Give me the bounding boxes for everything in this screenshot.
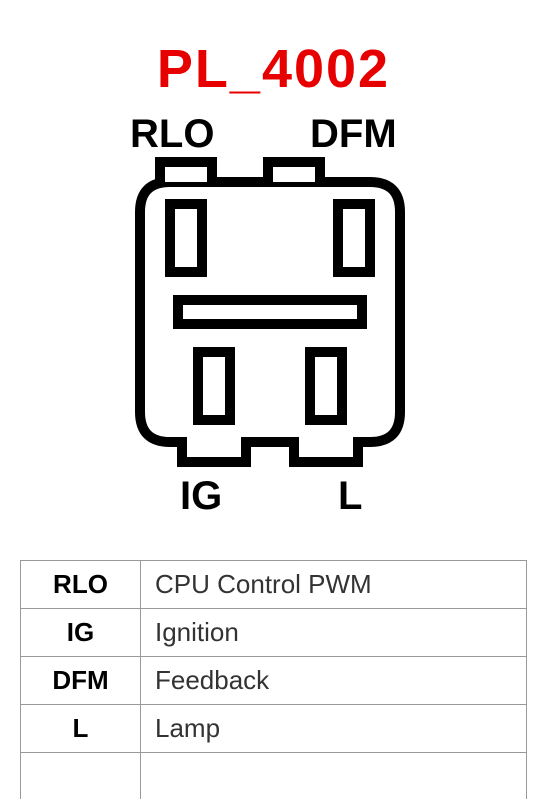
abbr-cell: IG <box>21 609 141 657</box>
desc-cell: Feedback <box>141 657 527 705</box>
label-l: L <box>338 474 362 519</box>
abbr-cell: RLO <box>21 561 141 609</box>
connector-diagram: RLO DFM IG L <box>90 104 450 524</box>
part-number-title: PL_4002 <box>0 38 547 100</box>
pin-l <box>310 352 342 420</box>
pin-dfm <box>338 204 370 272</box>
label-rlo: RLO <box>130 112 214 157</box>
table-row: RLO CPU Control PWM <box>21 561 527 609</box>
pin-ig <box>198 352 230 420</box>
label-dfm: DFM <box>310 112 397 157</box>
label-ig: IG <box>180 474 222 519</box>
table-row: IG Ignition <box>21 609 527 657</box>
table-row: DFM Feedback <box>21 657 527 705</box>
pin-rlo <box>170 204 202 272</box>
tab-top-left <box>160 162 212 182</box>
abbr-cell: L <box>21 705 141 753</box>
abbr-cell: DFM <box>21 657 141 705</box>
connector-svg <box>90 104 450 524</box>
table-row-empty <box>21 753 527 799</box>
desc-cell: CPU Control PWM <box>141 561 527 609</box>
desc-cell: Ignition <box>141 609 527 657</box>
center-slot <box>178 300 362 324</box>
desc-cell: Lamp <box>141 705 527 753</box>
table-row: L Lamp <box>21 705 527 753</box>
tab-top-right <box>268 162 320 182</box>
abbr-cell-empty <box>21 753 141 799</box>
desc-cell-empty <box>141 753 527 799</box>
pin-definition-table: RLO CPU Control PWM IG Ignition DFM Feed… <box>20 560 527 799</box>
